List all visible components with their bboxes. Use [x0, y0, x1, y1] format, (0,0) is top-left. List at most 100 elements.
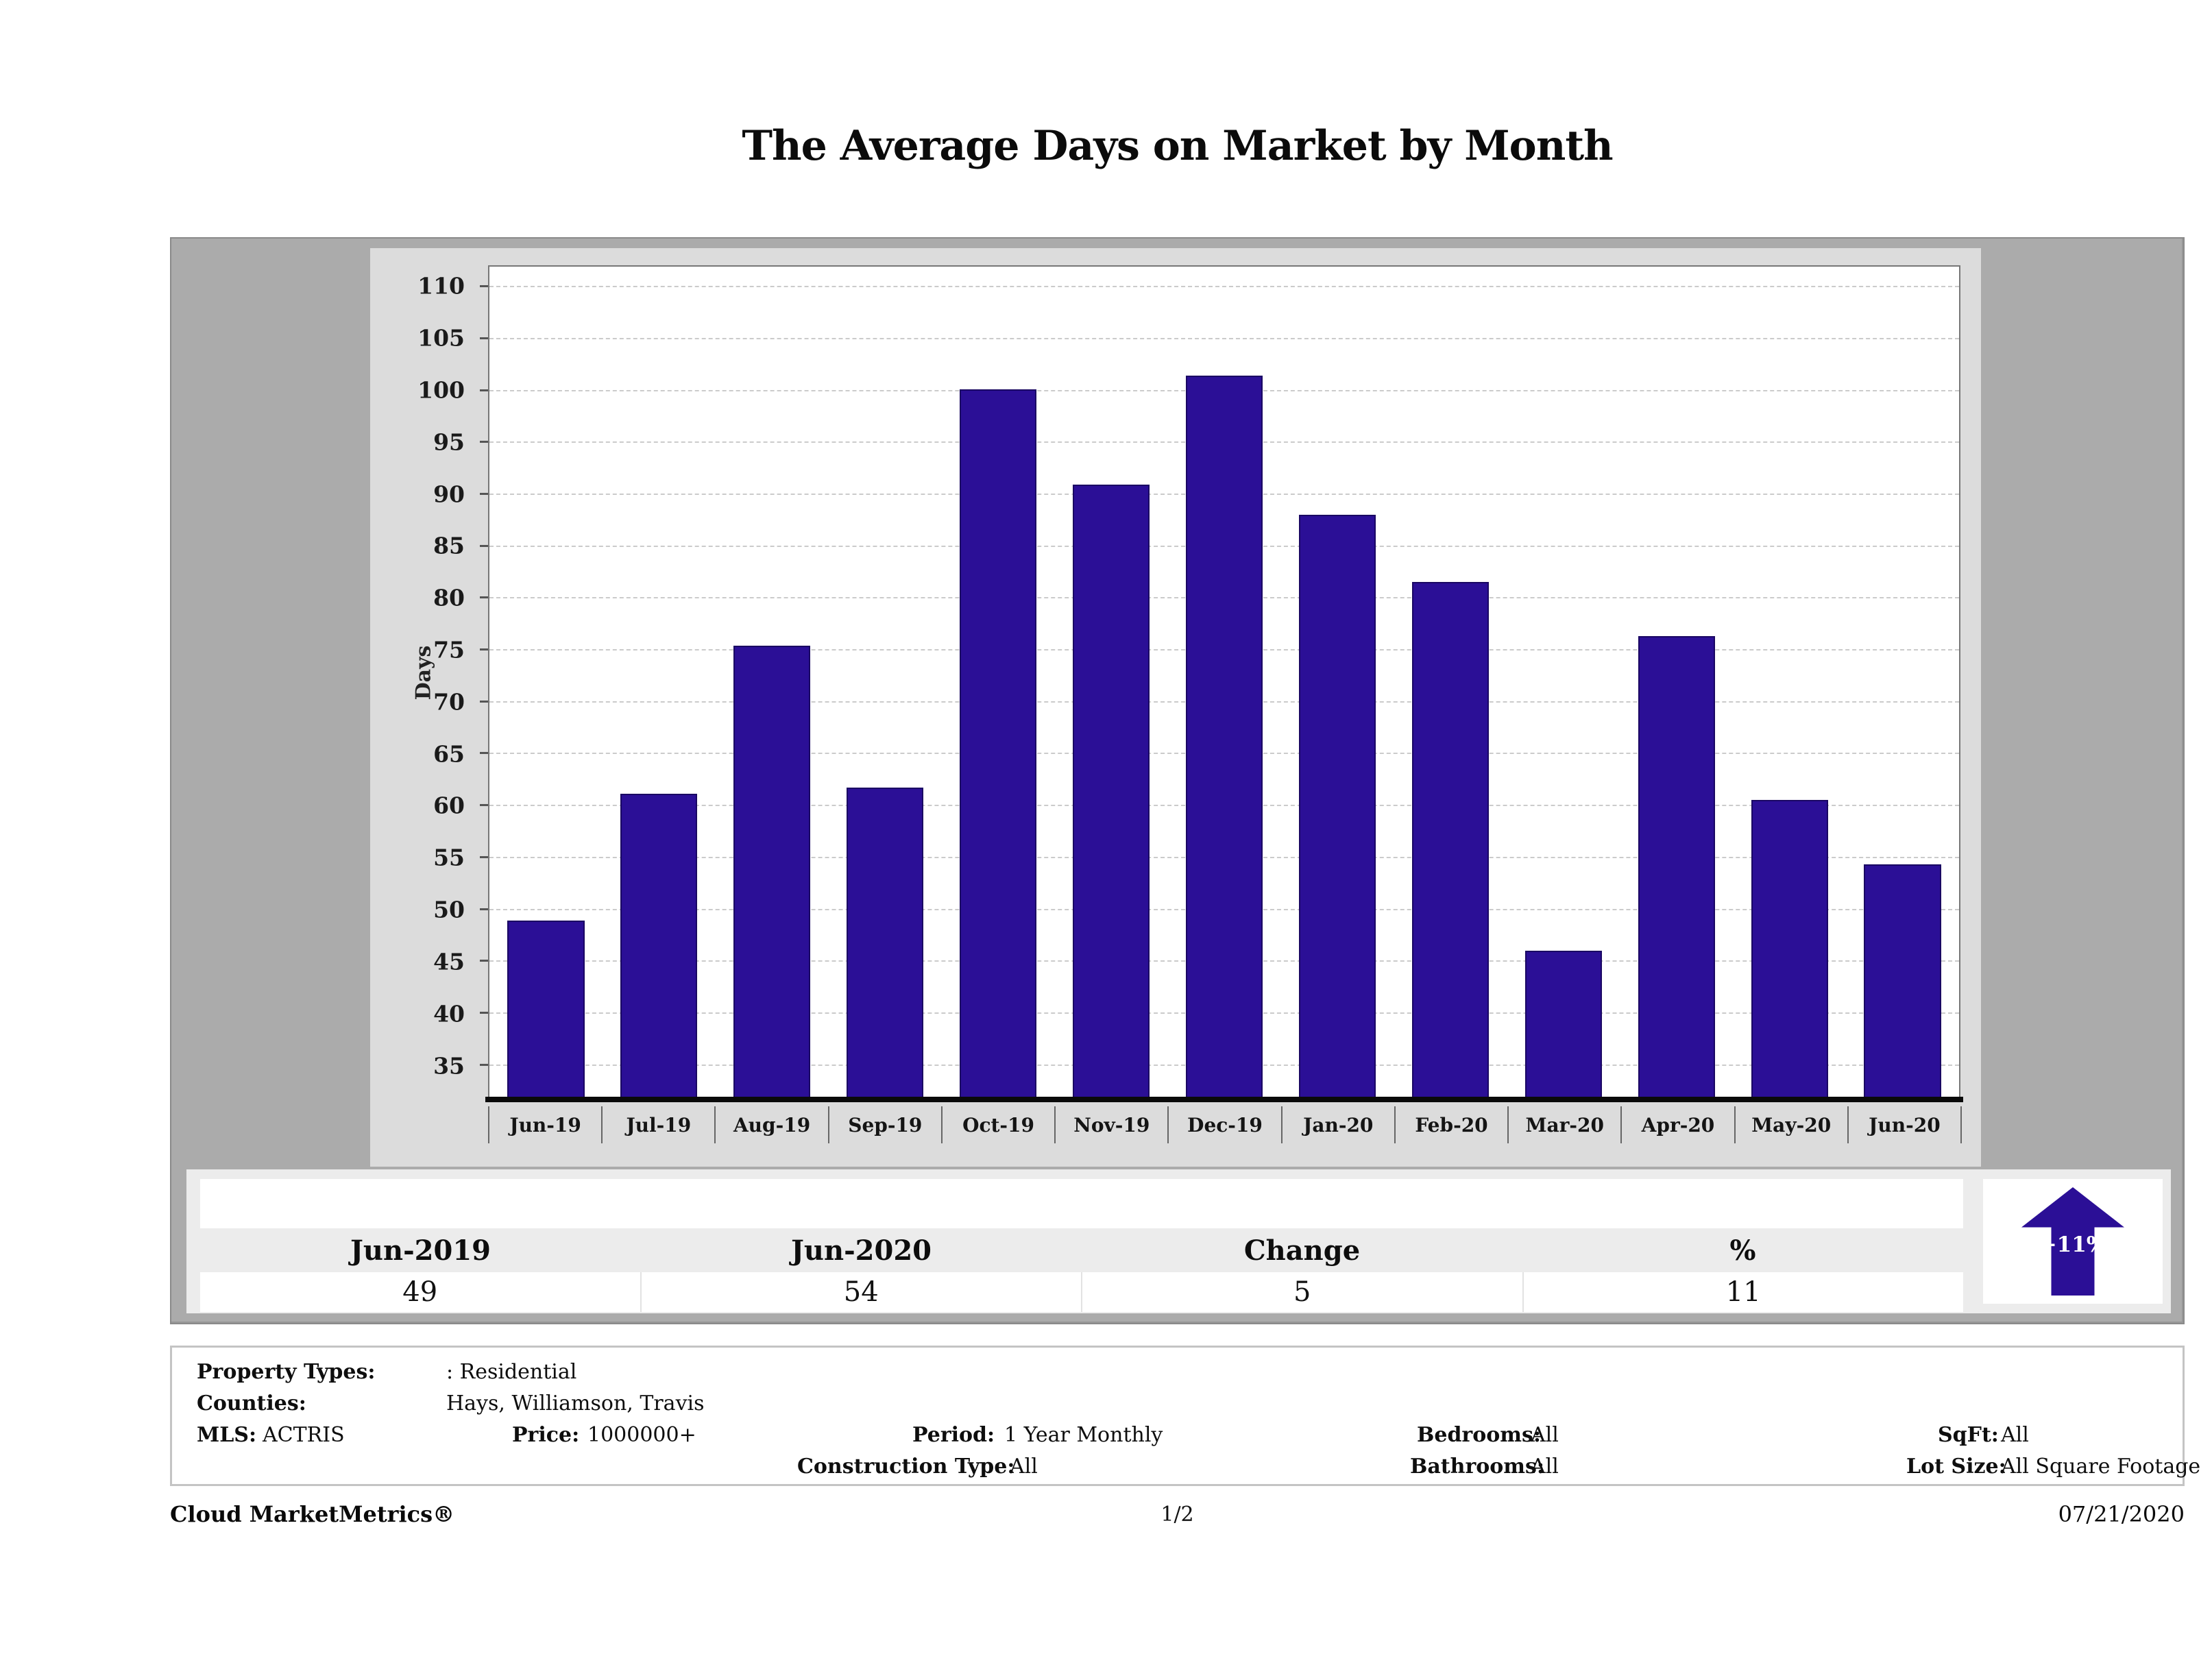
x-tick-label-Feb-20: Feb-20	[1394, 1106, 1507, 1143]
lot-size-label: Lot Size:	[1906, 1455, 2006, 1479]
construction-type-label: Construction Type:	[797, 1455, 1015, 1479]
x-tick-label-Sep-19: Sep-19	[827, 1106, 941, 1143]
page-title: The Average Days on Market by Month	[742, 122, 1613, 170]
counties-value: Hays, Williamson, Travis	[446, 1391, 705, 1415]
footer-date: 07/21/2020	[2058, 1501, 2185, 1527]
y-tick-label-65: 65	[433, 740, 465, 768]
bathrooms-label: Bathrooms:	[1410, 1455, 1544, 1479]
y-tick-90	[480, 493, 488, 496]
x-tick-label-Jul-19: Jul-19	[601, 1106, 714, 1143]
y-tick-label-110: 110	[417, 272, 465, 300]
bar-Jun-20	[1864, 864, 1941, 1097]
property-types-label: Property Types:	[197, 1360, 376, 1384]
y-tick-60	[480, 804, 488, 807]
x-tick-label-May-20: May-20	[1734, 1106, 1847, 1143]
bar-Aug-19	[733, 645, 811, 1097]
summary-header-jun2019: Jun-2019	[350, 1234, 491, 1267]
summary-header-jun2020: Jun-2020	[790, 1234, 932, 1267]
property-types-value: : Residential	[446, 1360, 577, 1384]
y-tick-100	[480, 389, 488, 391]
construction-type-value: All	[1010, 1455, 1038, 1479]
bedrooms-label: Bedrooms:	[1417, 1423, 1541, 1447]
mls-value: ACTRIS	[263, 1423, 345, 1447]
sqft-label: SqFt:	[1938, 1423, 1999, 1447]
y-tick-50	[480, 908, 488, 910]
chart-frame-panel: Days 35 40 45 50 55 60 65 70 75 80 85 90 95 100 105 110…	[170, 237, 2185, 1324]
x-tick-label-Oct-19: Oct-19	[940, 1106, 1054, 1143]
y-tick-65	[480, 752, 488, 755]
x-tick-label-Nov-19: Nov-19	[1054, 1106, 1167, 1143]
footer-brand: Cloud MarketMetrics®	[170, 1501, 455, 1527]
x-axis-line	[485, 1097, 1963, 1102]
summary-header-percent: %	[1729, 1234, 1756, 1267]
y-tick-70	[480, 700, 488, 703]
bar-Dec-19	[1185, 375, 1263, 1097]
x-tick-label-Mar-20: Mar-20	[1507, 1106, 1620, 1143]
y-tick-label-90: 90	[433, 481, 465, 508]
plot-area	[480, 265, 1960, 1097]
bedrooms-value: All	[1531, 1423, 1559, 1447]
lot-size-value: All Square Footage	[2001, 1455, 2201, 1479]
bar-Jul-19	[620, 794, 698, 1097]
bar-Jun-19	[507, 920, 585, 1097]
summary-value-jun2020: 54	[640, 1272, 1082, 1312]
y-tick-label-80: 80	[433, 584, 465, 611]
summary-value-percent: 11	[1522, 1272, 1964, 1312]
filters-box: Property Types: : Residential Counties: …	[170, 1346, 2200, 1486]
bar-Nov-19	[1073, 484, 1150, 1097]
gridline-110	[489, 286, 1959, 288]
summary-value-jun2019: 49	[402, 1276, 438, 1308]
trend-badge: +11%	[1983, 1179, 2163, 1304]
bar-Apr-20	[1638, 635, 1715, 1097]
counties-label: Counties:	[197, 1391, 306, 1415]
y-tick-label-50: 50	[433, 896, 465, 923]
y-tick-45	[480, 960, 488, 962]
sqft-value: All	[2001, 1423, 2029, 1447]
y-tick-label-70: 70	[433, 688, 465, 716]
period-value: 1 Year Monthly	[1004, 1423, 1163, 1447]
mls-label: MLS:	[197, 1423, 257, 1447]
summary-value-change: 5	[1081, 1272, 1522, 1312]
x-tick-label-Apr-20: Apr-20	[1620, 1106, 1734, 1143]
price-value: 1000000+	[587, 1423, 696, 1447]
x-tick-label-Jan-20: Jan-20	[1280, 1106, 1394, 1143]
x-tick-label-Dec-19: Dec-19	[1167, 1106, 1280, 1143]
trend-percent-label: +11%	[2039, 1232, 2107, 1258]
summary-section: Jun-2019 Jun-2020 Change % 49 54 5 11 +1…	[186, 1169, 2171, 1313]
y-axis-labels: 35 40 45 50 55 60 65 70 75 80 85 90 95 100 105 110	[370, 265, 477, 1097]
summary-header-row: Jun-2019 Jun-2020 Change %	[200, 1228, 1963, 1272]
y-tick-40	[480, 1011, 488, 1014]
y-tick-80	[480, 596, 488, 599]
gridline-105	[489, 337, 1959, 339]
bar-Feb-20	[1411, 582, 1489, 1097]
summary-table: Jun-2019 Jun-2020 Change % 49 54 5 11	[200, 1179, 1963, 1312]
y-tick-label-85: 85	[433, 532, 465, 559]
y-tick-label-40: 40	[433, 1000, 465, 1028]
footer-page-number: 1/2	[1160, 1503, 1194, 1527]
y-tick-label-95: 95	[433, 428, 465, 456]
y-tick-label-100: 100	[417, 376, 465, 404]
bathrooms-value: All	[1531, 1455, 1559, 1479]
y-tick-85	[480, 544, 488, 547]
y-tick-95	[480, 441, 488, 443]
y-tick-75	[480, 648, 488, 651]
y-tick-label-75: 75	[433, 636, 465, 664]
bar-Oct-19	[960, 389, 1037, 1097]
y-tick-label-45: 45	[433, 948, 465, 975]
x-tick-label-Jun-20: Jun-20	[1847, 1106, 1960, 1143]
x-tick-label-Aug-19: Aug-19	[714, 1106, 827, 1143]
bar-chart: Days 35 40 45 50 55 60 65 70 75 80 85 90 95 100 105 110…	[370, 248, 1981, 1167]
y-tick-label-105: 105	[417, 324, 465, 352]
bar-May-20	[1751, 800, 1828, 1097]
x-tick-label-Jun-19: Jun-19	[488, 1106, 601, 1143]
y-tick-55	[480, 855, 488, 858]
bar-Jan-20	[1298, 514, 1376, 1097]
y-tick-110	[480, 285, 488, 288]
price-label: Price:	[512, 1423, 580, 1447]
x-axis-labels: Jun-19 Jul-19 Aug-19 Sep-19 Oct-19 Nov-19 Dec-…	[488, 1106, 1960, 1143]
y-tick-label-35: 35	[433, 1052, 465, 1080]
y-tick-label-60: 60	[433, 792, 465, 819]
period-label: Period:	[912, 1423, 995, 1447]
y-tick-label-55: 55	[433, 844, 465, 871]
summary-values-row: 49 54 5 11	[200, 1272, 1963, 1312]
